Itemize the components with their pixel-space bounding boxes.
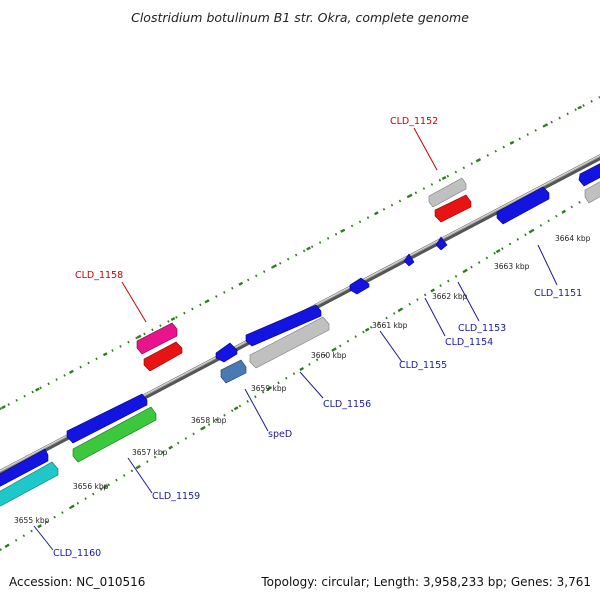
gene-label-cld1155[interactable]: CLD_1155 <box>399 360 447 371</box>
colored-genes <box>0 177 600 509</box>
kbp-label: 3662 kbp <box>432 292 468 301</box>
gene-cld1160-cyan[interactable] <box>0 461 59 509</box>
leader-sped <box>244 388 269 432</box>
leader-cld1151 <box>537 244 558 286</box>
kbp-label: 3655 kbp <box>14 516 50 525</box>
tick-major-lines <box>0 95 600 552</box>
gene-label-cld1158[interactable]: CLD_1158 <box>75 270 123 281</box>
outer-dot-line <box>0 96 600 410</box>
genome-summary-text: Topology: circular; Length: 3,958,233 bp… <box>260 575 591 589</box>
small-genes <box>403 236 448 267</box>
gene-labels: CLD_1152 CLD_1158 CLD_1151 CLD_1153 CLD_… <box>53 116 582 559</box>
gene-sped-steelblue[interactable] <box>220 359 247 384</box>
gene-label-cld1151[interactable]: CLD_1151 <box>534 288 582 299</box>
gene-cld1158-red[interactable] <box>143 341 183 372</box>
leader-cld1152 <box>413 127 438 171</box>
gene-cld1158-pink[interactable] <box>136 322 178 355</box>
gene-cld1156-arrow[interactable] <box>245 304 322 347</box>
gene-label-cld1159[interactable]: CLD_1159 <box>152 491 200 502</box>
leader-cld1155 <box>379 330 403 363</box>
gene-cld1152-red[interactable] <box>434 194 472 223</box>
leader-cld1158 <box>121 281 147 323</box>
gene-label-sped[interactable]: speD <box>268 429 292 440</box>
kbp-label: 3663 kbp <box>494 262 530 271</box>
gene-sped-arrow[interactable] <box>215 342 238 363</box>
gene-label-cld1160[interactable]: CLD_1160 <box>53 548 101 559</box>
kbp-label: 3657 kbp <box>132 448 168 457</box>
gene-partial-right-arrow[interactable] <box>578 162 600 187</box>
kbp-label: 3661 kbp <box>372 321 408 330</box>
gene-gray-right[interactable] <box>584 180 600 204</box>
outer-major-line <box>0 95 600 411</box>
leader-cld1160 <box>33 525 54 551</box>
gene-cld1160-arrow[interactable] <box>0 448 49 489</box>
gene-cld1154-marker[interactable] <box>403 253 415 267</box>
gene-cld1153-marker[interactable] <box>435 236 448 251</box>
kbp-label: 3659 kbp <box>251 384 287 393</box>
leader-cld1153 <box>457 281 480 322</box>
gene-cld1159-green[interactable] <box>72 406 157 463</box>
gene-label-cld1154[interactable]: CLD_1154 <box>445 337 493 348</box>
gene-label-cld1153[interactable]: CLD_1153 <box>458 323 506 334</box>
gene-cld1155-arrow[interactable] <box>349 277 370 295</box>
gene-label-cld1152[interactable]: CLD_1152 <box>390 116 438 127</box>
kbp-label: 3660 kbp <box>311 351 347 360</box>
forward-strand-genes <box>0 162 600 489</box>
kbp-label: 3656 kbp <box>73 482 109 491</box>
gene-cld1152-gray[interactable] <box>428 177 467 208</box>
accession-text: Accession: NC_010516 <box>9 575 145 589</box>
leader-cld1154 <box>424 297 446 337</box>
label-leaders <box>33 127 558 551</box>
kbp-tick-labels: 3655 kbp 3656 kbp 3657 kbp 3658 kbp 3659… <box>14 234 591 525</box>
gene-cld1156-gray[interactable] <box>249 316 330 369</box>
map-title: Clostridium botulinum B1 str. Okra, comp… <box>131 10 469 25</box>
kbp-label: 3658 kbp <box>191 416 227 425</box>
gene-label-cld1156[interactable]: CLD_1156 <box>323 399 371 410</box>
leader-cld1156 <box>299 371 324 399</box>
inner-major-line <box>0 188 600 552</box>
kbp-label: 3664 kbp <box>555 234 591 243</box>
gene-cld1159-arrow[interactable] <box>66 393 148 444</box>
leader-cld1159 <box>127 457 153 494</box>
gene-cld1151-arrow[interactable] <box>496 186 550 225</box>
